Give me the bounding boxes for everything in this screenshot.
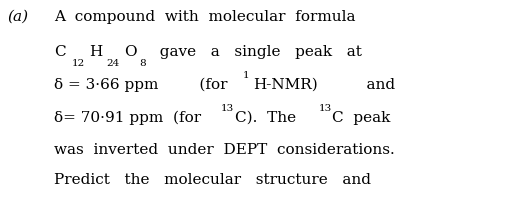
Text: O: O <box>124 45 136 59</box>
Text: 1: 1 <box>243 71 249 80</box>
Text: was  inverted  under  DEPT  considerations.: was inverted under DEPT considerations. <box>54 143 395 157</box>
Text: H-NMR): H-NMR) <box>253 78 317 92</box>
Text: 13: 13 <box>221 104 234 113</box>
Text: 8: 8 <box>139 59 146 68</box>
Text: 12: 12 <box>72 59 86 68</box>
Text: C  peak: C peak <box>332 111 390 125</box>
Text: H: H <box>89 45 102 59</box>
Text: δ= 70·91 ppm  (for: δ= 70·91 ppm (for <box>54 111 201 125</box>
Text: gave   a   single   peak   at: gave a single peak at <box>150 45 362 59</box>
Text: A  compound  with  molecular  formula: A compound with molecular formula <box>54 10 356 24</box>
Text: (for: (for <box>175 78 228 92</box>
Text: C: C <box>54 45 66 59</box>
Text: C).  The: C). The <box>235 111 296 125</box>
Text: Predict   the   molecular   structure   and: Predict the molecular structure and <box>54 173 371 187</box>
Text: and: and <box>347 78 395 92</box>
Text: δ = 3·66 ppm: δ = 3·66 ppm <box>54 78 158 92</box>
Text: (a): (a) <box>8 10 29 24</box>
Text: 13: 13 <box>318 104 332 113</box>
Text: 24: 24 <box>107 59 120 68</box>
